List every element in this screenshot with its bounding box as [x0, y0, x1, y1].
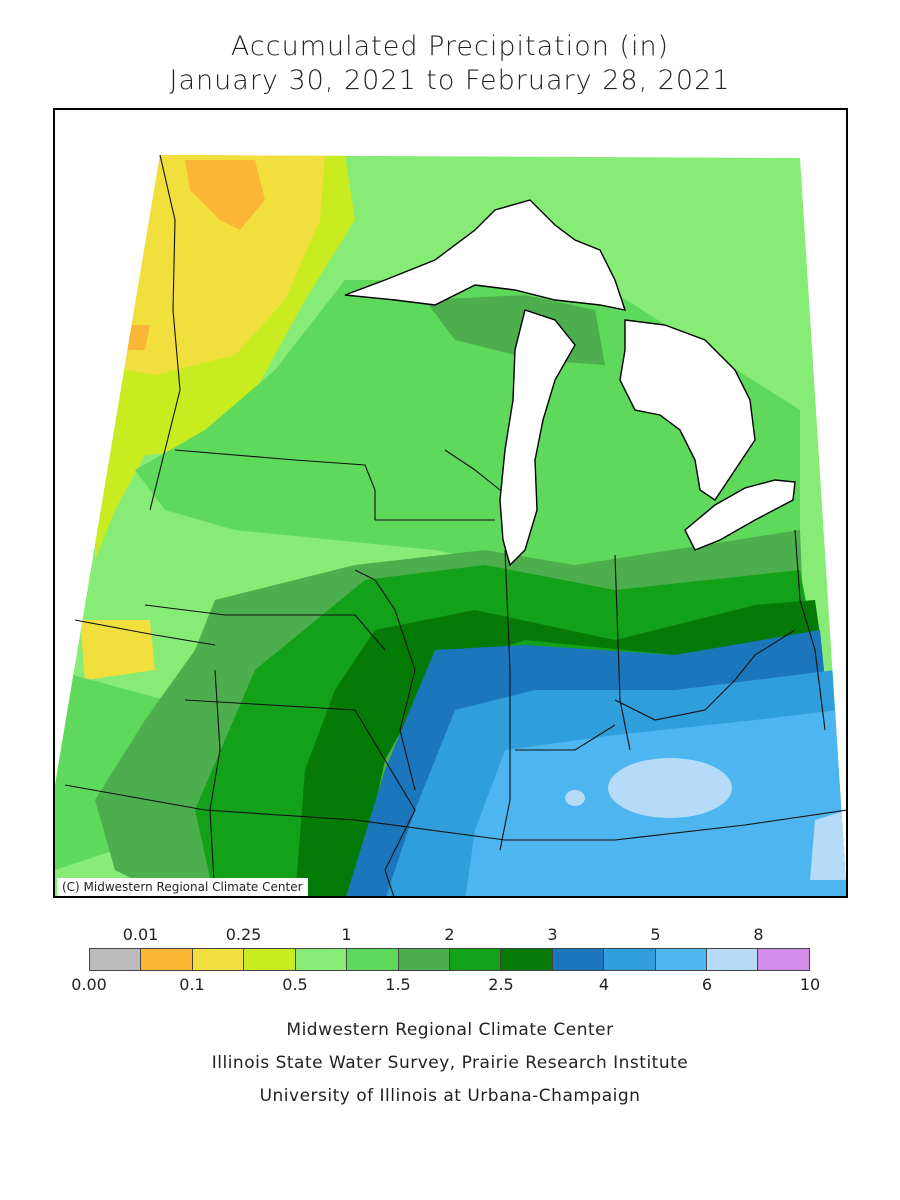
legend-tick-label: 1.5 [385, 975, 411, 994]
credit-uiuc: University of Illinois at Urbana-Champai… [259, 1086, 641, 1106]
band-6 [565, 790, 585, 806]
precipitation-map: (C) Midwestern Regional Climate Center [53, 108, 848, 898]
legend-tick-label: 0.1 [179, 975, 205, 994]
legend-swatch [398, 949, 450, 970]
map-date-range: January 30, 2021 to February 28, 2021 [169, 65, 731, 96]
color-legend: 0.01 0.25 1 2 3 5 8 0.00 0.1 0.5 1.5 2.5 4 6 10 [0, 915, 900, 1005]
map-title: Accumulated Precipitation (in) [230, 31, 670, 62]
legend-tick-label: 1 [341, 925, 352, 944]
legend-swatch [192, 949, 245, 970]
legend-swatch [655, 949, 708, 970]
credit-isws: Illinois State Water Survey, Prairie Res… [211, 1053, 689, 1073]
legend-tick-label: 0.25 [225, 925, 262, 944]
legend-tick-label: 0.5 [282, 975, 308, 994]
legend-tick-label: 5 [650, 925, 661, 944]
lake-superior [344, 199, 627, 311]
lake-erie [684, 479, 796, 551]
legend-swatch [707, 949, 759, 970]
lake-huron [619, 319, 756, 501]
great-lakes [344, 199, 796, 567]
legend-swatch [552, 949, 605, 970]
legend-tick-label: 2 [444, 925, 455, 944]
band-6 [608, 758, 732, 818]
legend-swatch [758, 949, 809, 970]
legend-swatch [295, 949, 348, 970]
legend-tick-label: 10 [799, 975, 821, 994]
band-0-1 [125, 155, 325, 375]
legend-color-bar [89, 948, 810, 971]
band-6 [810, 810, 846, 880]
legend-tick-label: 8 [753, 925, 764, 944]
legend-tick-label: 2.5 [488, 975, 514, 994]
legend-swatch [501, 949, 553, 970]
lake-michigan [499, 309, 576, 567]
credit-mrcc: Midwestern Regional Climate Center [286, 1020, 614, 1040]
legend-tick-label: 0.00 [71, 975, 107, 994]
state-borders [64, 154, 846, 896]
legend-swatch [90, 949, 142, 970]
legend-tick-label: 3 [547, 925, 558, 944]
legend-swatch [141, 949, 193, 970]
legend-swatch [449, 949, 502, 970]
legend-swatch [244, 949, 296, 970]
legend-tick-label: 4 [598, 975, 610, 994]
legend-swatch [604, 949, 656, 970]
band-0-01 [185, 160, 265, 230]
legend-tick-label: 0.01 [122, 925, 159, 944]
legend-swatch [347, 949, 399, 970]
band-0-1 [80, 620, 155, 680]
map-copyright: (C) Midwestern Regional Climate Center [57, 878, 308, 896]
legend-tick-label: 6 [701, 975, 713, 994]
map-graphic: (C) Midwestern Regional Climate Center [55, 110, 846, 896]
